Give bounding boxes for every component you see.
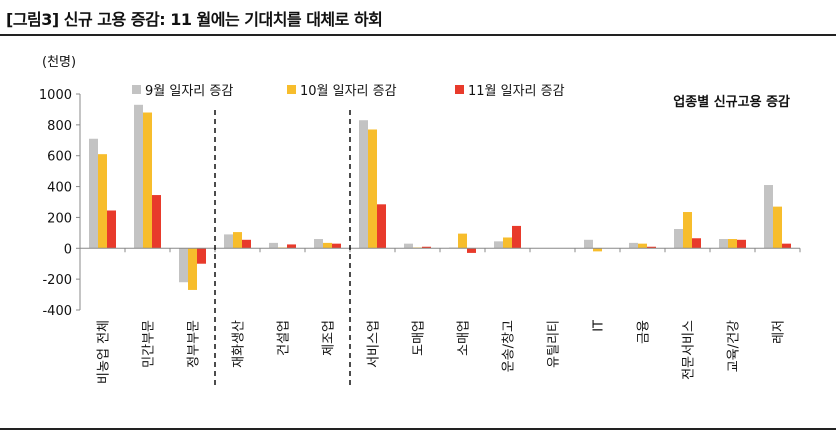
bar — [683, 212, 692, 249]
y-tick-label: 400 — [47, 181, 72, 196]
bar — [503, 237, 512, 249]
bottom-rule — [0, 428, 836, 430]
bar — [494, 241, 503, 249]
x-category-label: 금융 — [637, 320, 652, 344]
bar — [152, 195, 161, 249]
legend-swatch — [132, 85, 141, 94]
bar — [197, 248, 206, 264]
bar — [719, 239, 728, 249]
bar — [629, 242, 638, 249]
x-category-label: IT — [592, 320, 607, 332]
y-tick-label: 600 — [47, 150, 72, 165]
y-tick-label: 1000 — [39, 88, 72, 103]
x-category-label: 소매업 — [457, 320, 472, 356]
bar — [467, 248, 476, 253]
bar — [692, 238, 701, 249]
x-category-label: 정부부문 — [187, 320, 202, 368]
bar — [773, 206, 782, 249]
bar — [593, 248, 602, 252]
bar — [377, 204, 386, 249]
x-category-label: 레저 — [772, 320, 787, 344]
bar — [89, 138, 98, 249]
bar — [782, 243, 791, 249]
x-category-label: 민간부문 — [142, 320, 157, 368]
x-category-label: 제조업 — [322, 320, 337, 356]
bar — [179, 248, 188, 283]
bar — [107, 210, 116, 249]
bar — [368, 129, 377, 249]
bar — [233, 232, 242, 249]
bar — [674, 229, 683, 249]
legend-label: 10월 일자리 증감 — [300, 84, 397, 99]
y-tick-label: 800 — [47, 119, 72, 134]
chart-annotation: 업종별 신규고용 증감 — [673, 94, 790, 110]
bar — [404, 243, 413, 249]
bar — [458, 233, 467, 249]
bar — [422, 246, 431, 249]
bar — [269, 242, 278, 249]
x-category-label: 서비스업 — [367, 320, 382, 368]
bar — [143, 112, 152, 249]
bar — [287, 244, 296, 249]
x-category-label: 전문서비스 — [682, 320, 697, 380]
bar — [584, 239, 593, 249]
legend-swatch — [455, 85, 464, 94]
bar — [728, 239, 737, 249]
bar — [737, 239, 746, 249]
x-category-label: 유틸리티 — [547, 320, 562, 368]
bar — [332, 243, 341, 249]
bar — [242, 239, 251, 249]
y-tick-label: -400 — [42, 304, 72, 319]
legend-label: 9월 일자리 증감 — [145, 84, 233, 99]
bar — [188, 248, 197, 290]
bar — [98, 154, 107, 249]
bar — [224, 234, 233, 249]
y-tick-label: 200 — [47, 211, 72, 226]
bar — [323, 242, 332, 249]
bar — [314, 239, 323, 249]
bar — [764, 185, 773, 249]
x-category-label: 운송/창고 — [502, 320, 517, 372]
x-category-label: 비농업 전체 — [97, 320, 112, 384]
top-rule — [0, 34, 836, 36]
x-category-label: 건설업 — [277, 320, 292, 356]
bar — [638, 243, 647, 249]
y-unit-label: (천명) — [42, 55, 76, 70]
bar — [512, 225, 521, 249]
x-category-label: 교육/건강 — [727, 320, 742, 372]
legend-swatch — [287, 85, 296, 94]
legend-label: 11월 일자리 증감 — [468, 84, 565, 99]
x-category-label: 재화생산 — [232, 320, 247, 368]
figure-title: [그림3] 신규 고용 증감: 11 월에는 기대치를 대체로 하회 — [6, 10, 383, 29]
bar — [359, 120, 368, 249]
x-category-label: 도매업 — [412, 320, 427, 356]
y-tick-label: 0 — [64, 242, 72, 257]
y-tick-label: -200 — [42, 273, 72, 288]
bar — [647, 246, 656, 249]
bar — [134, 104, 143, 249]
